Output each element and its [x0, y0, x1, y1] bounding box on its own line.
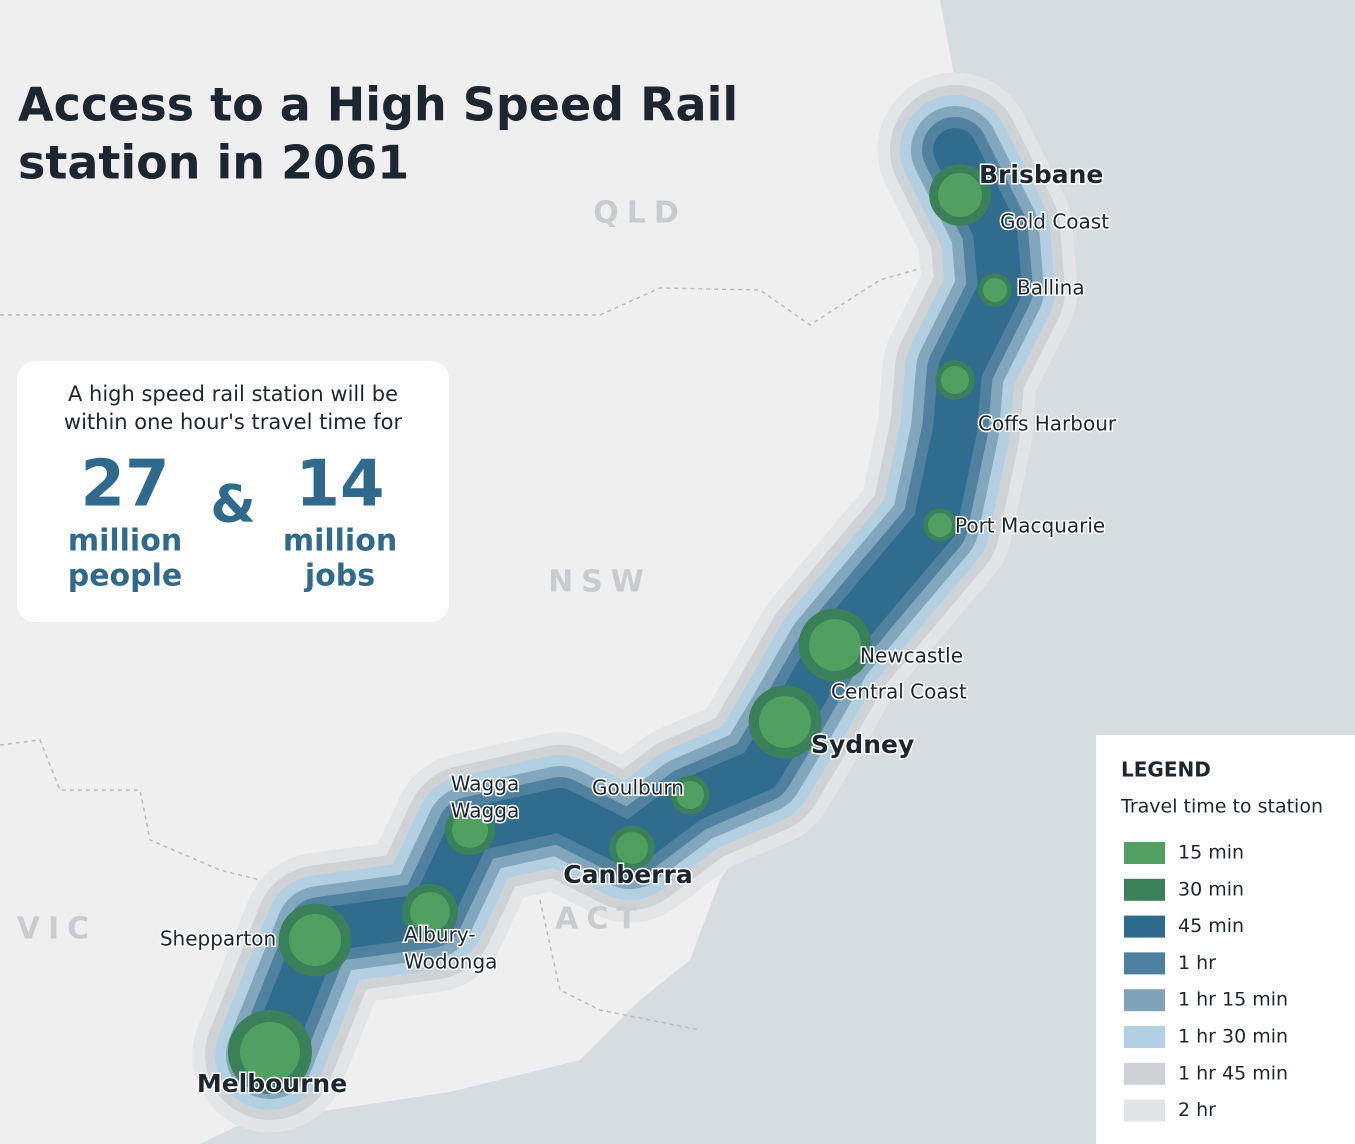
travel-bands — [192, 72, 1078, 1133]
legend-swatch — [1124, 915, 1165, 938]
stat-value: 27 — [80, 448, 169, 522]
legend-swatch — [1124, 989, 1165, 1012]
legend-label: 1 hr 15 min — [1178, 989, 1288, 1011]
city-label: Port Macquarie — [955, 514, 1105, 538]
station-area — [983, 278, 1007, 302]
station-area — [759, 696, 811, 748]
legend-label: 1 hr 30 min — [1178, 1026, 1288, 1048]
station-area — [410, 892, 450, 932]
city-label: Gold Coast — [1000, 210, 1109, 234]
labels: QLD NSW ACT VIC Brisbane Gold Coast Ballina Cof… — [17, 159, 1119, 1100]
callout-joiner: & — [210, 475, 255, 535]
state-label: QLD — [593, 196, 687, 231]
stat-unit: million — [283, 524, 397, 559]
city-label: Albury- — [404, 923, 476, 947]
city-label: Sydney — [811, 730, 914, 759]
legend-swatch — [1124, 1062, 1165, 1085]
city-label: Melbourne — [197, 1069, 347, 1098]
legend-subtitle: Travel time to station — [1120, 796, 1323, 818]
city-label: Wagga — [451, 799, 519, 823]
city-label: Canberra — [563, 860, 692, 889]
legend-label: 45 min — [1178, 915, 1244, 937]
city-label: Shepparton — [160, 927, 276, 951]
title-line: Access to a High Speed Rail — [18, 78, 738, 132]
legend-swatch — [1124, 1026, 1165, 1048]
title-line: station in 2061 — [18, 136, 409, 190]
callout-intro: within one hour's travel time for — [64, 410, 403, 434]
stat-unit: million — [68, 524, 182, 559]
station-area — [938, 173, 982, 217]
station-area — [676, 781, 704, 809]
legend-label: 1 hr 45 min — [1178, 1062, 1288, 1084]
state-label: NSW — [548, 565, 652, 600]
station-area — [809, 619, 861, 671]
city-label: Central Coast — [831, 680, 967, 704]
station-area — [928, 513, 952, 537]
legend-swatch — [1124, 952, 1165, 975]
state-borders — [0, 259, 951, 1031]
legend-label: 15 min — [1178, 842, 1244, 864]
legend-items: 15 min 30 min 45 min 1 hr 1 hr 15 min 1 hr 30… — [1124, 842, 1288, 1122]
state-label: ACT — [555, 902, 645, 937]
legend-swatch — [1124, 1099, 1165, 1122]
station-area — [941, 366, 969, 394]
callout-intro: A high speed rail station will be — [68, 382, 398, 406]
legend-swatch — [1124, 842, 1165, 864]
callout-box — [17, 361, 449, 622]
legend-label: 30 min — [1178, 878, 1244, 900]
city-label: Newcastle — [860, 644, 963, 668]
stat-label: jobs — [304, 559, 375, 594]
station-area — [616, 832, 648, 864]
state-label: VIC — [17, 912, 97, 947]
city-label: Wodonga — [404, 950, 497, 974]
city-label: Wagga — [451, 772, 519, 796]
station-area — [240, 1022, 300, 1082]
city-label: Ballina — [1017, 276, 1085, 300]
stat-label: people — [68, 559, 183, 594]
station-area — [289, 914, 341, 966]
city-label: Coffs Harbour — [978, 412, 1117, 436]
legend-swatch — [1124, 878, 1165, 901]
city-label: Brisbane — [979, 160, 1103, 189]
legend-label: 1 hr — [1178, 952, 1216, 974]
stat-value: 14 — [295, 448, 384, 522]
city-label: Goulburn — [592, 776, 684, 800]
legend-label: 2 hr — [1178, 1099, 1216, 1121]
station-area — [452, 812, 488, 848]
legend-title: LEGEND — [1121, 758, 1211, 782]
